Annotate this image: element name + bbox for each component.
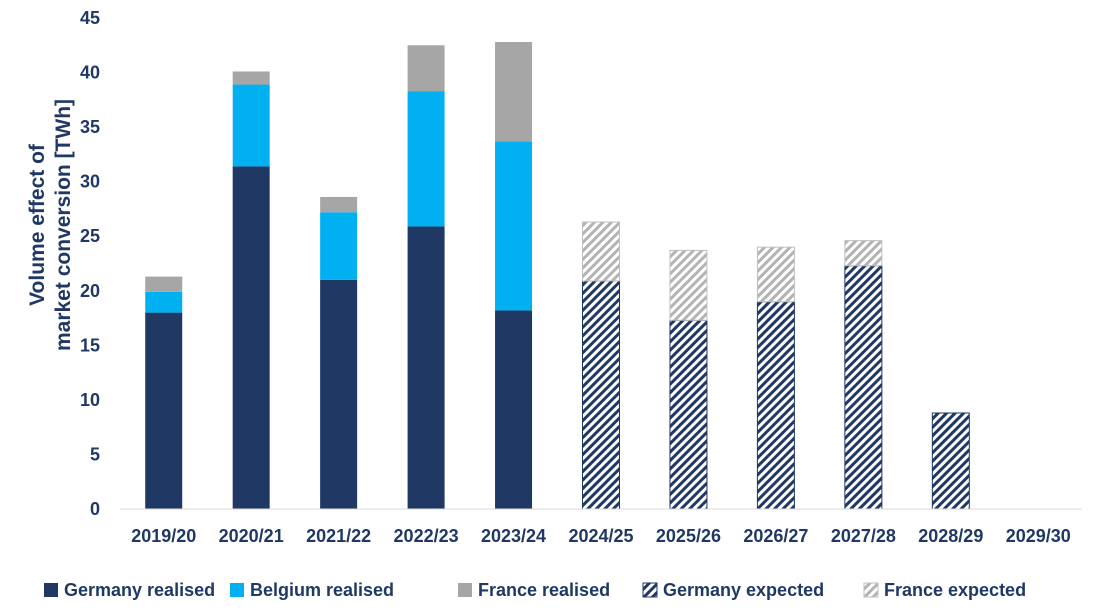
bar-segment-belgium-realised: [407, 91, 445, 227]
x-tick-label: 2020/21: [219, 526, 284, 546]
bar-segment-belgium-realised: [495, 141, 533, 311]
y-tick-label: 30: [80, 172, 100, 192]
y-axis-label: Volume effect of market conversion [TWh]: [26, 99, 75, 351]
bar-segment-france-realised: [145, 276, 183, 292]
bar-segment-france-realised: [232, 71, 270, 85]
bar-segment-germany-realised: [320, 279, 358, 509]
bar-segment-germany-realised: [145, 312, 183, 509]
bar-segment-germany-realised: [232, 166, 270, 509]
y-tick-label: 40: [80, 63, 100, 83]
legend-label: France realised: [478, 580, 610, 600]
y-tick-label: 15: [80, 335, 100, 355]
y-tick-label: 45: [80, 8, 100, 28]
y-axis-title-line: Volume effect of: [26, 143, 49, 306]
y-tick-label: 25: [80, 226, 100, 246]
legend-label: Belgium realised: [250, 580, 394, 600]
y-axis-ticks: 0 5 10 15 20 25 30 35 40 45: [80, 8, 100, 519]
bar-segment-germany-realised: [495, 310, 533, 509]
bar-segment-germany-realised: [407, 226, 445, 509]
bar-segment-belgium-realised: [320, 212, 358, 280]
y-tick-label: 0: [90, 499, 100, 519]
bar-segment-germany-expected: [669, 319, 708, 510]
bar-segment-germany-expected: [931, 412, 970, 510]
y-tick-label: 20: [80, 281, 100, 301]
bar-segment-france-expected: [756, 246, 795, 303]
x-tick-label: 2022/23: [394, 526, 459, 546]
legend-swatch: [642, 582, 658, 598]
legend-swatch: [230, 583, 244, 597]
x-tick-label: 2024/25: [568, 526, 633, 546]
x-tick-label: 2023/24: [481, 526, 546, 546]
x-tick-label: 2025/26: [656, 526, 721, 546]
bar-segment-france-expected: [669, 249, 708, 321]
x-tick-label: 2021/22: [306, 526, 371, 546]
legend-swatch: [863, 582, 879, 598]
bar-segment-belgium-realised: [145, 291, 183, 313]
x-tick-label: 2019/20: [131, 526, 196, 546]
legend: Germany realised Belgium realised France r…: [44, 580, 1026, 600]
bars: [145, 42, 970, 510]
bar-segment-germany-expected: [756, 301, 795, 510]
legend-label: Germany expected: [663, 580, 824, 600]
x-tick-label: 2027/28: [831, 526, 896, 546]
y-axis-title: Volume effect of market conversion [TWh]: [26, 99, 75, 351]
y-tick-label: 10: [80, 390, 100, 410]
bar-segment-belgium-realised: [232, 84, 270, 167]
y-axis-title-line: market conversion [TWh]: [52, 99, 75, 351]
y-tick-label: 35: [80, 117, 100, 137]
bar-segment-france-expected: [582, 221, 620, 282]
bar-segment-france-realised: [407, 45, 445, 92]
bar-segment-france-expected: [844, 240, 883, 267]
x-tick-label: 2029/30: [1006, 526, 1071, 546]
legend-swatch: [458, 583, 472, 597]
y-tick-label: 5: [90, 444, 100, 464]
x-axis-ticks: 2019/20 2020/21 2021/22 2022/23 2023/24 2024/…: [131, 526, 1071, 546]
legend-label: France expected: [884, 580, 1026, 600]
legend-label: Germany realised: [64, 580, 215, 600]
x-tick-label: 2028/29: [918, 526, 983, 546]
legend-swatch: [44, 583, 58, 597]
bar-segment-germany-expected: [582, 280, 620, 510]
x-tick-label: 2026/27: [743, 526, 808, 546]
bar-segment-germany-expected: [844, 265, 883, 510]
bar-segment-france-realised: [320, 196, 358, 213]
bar-segment-france-realised: [495, 42, 533, 142]
